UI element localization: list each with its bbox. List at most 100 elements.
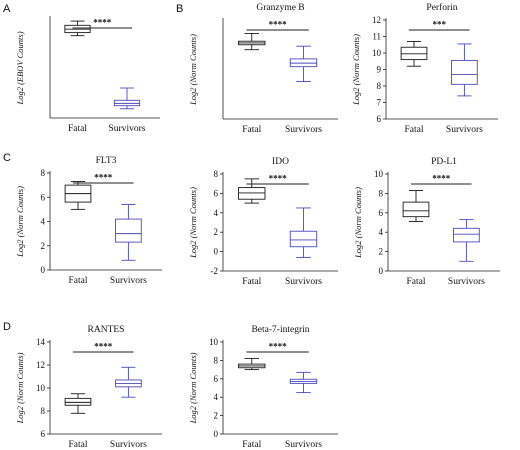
box-fatal bbox=[402, 190, 430, 222]
y-tick-label: 6 bbox=[377, 114, 382, 124]
chart-ebov: Log2 (EBOV Counts) Fatal Survivors **** bbox=[15, 16, 160, 134]
y-tick-label: 6 bbox=[214, 188, 219, 198]
y-axis-label: Log2 (Norm Counts) bbox=[188, 352, 198, 424]
iqr-box bbox=[289, 230, 318, 248]
chart-granzyme: Log2 (Norm Counts) Granzyme B Fatal Survivo… bbox=[188, 3, 338, 135]
significance-label: **** bbox=[269, 342, 288, 352]
y-tick-label: 4 bbox=[214, 392, 219, 402]
y-tick-label: 10 bbox=[372, 48, 382, 58]
y-tick-label: 8 bbox=[379, 188, 384, 198]
category-label: Fatal bbox=[69, 440, 88, 450]
iqr-box bbox=[451, 59, 478, 85]
y-tick-label: 4 bbox=[379, 227, 384, 237]
chart-perforin: 6 7 8 9 10 11 12 Log2 (Norm Counts) Perforin Fata… bbox=[351, 2, 498, 135]
y-tick-label: 2 bbox=[41, 241, 46, 251]
panel-label-d: D bbox=[3, 321, 11, 333]
y-tick-label: 8 bbox=[214, 169, 219, 179]
y-tick-label: 4 bbox=[214, 208, 219, 218]
significance-label: **** bbox=[269, 174, 288, 184]
chart-ido: -2 0 2 4 6 8 Log2 (Norm Counts) IDO Fatal Survivo… bbox=[188, 157, 338, 287]
panel-label-a: A bbox=[3, 3, 11, 15]
box-survivors bbox=[289, 207, 318, 258]
category-label: Survivors bbox=[446, 125, 483, 135]
significance-label: **** bbox=[269, 20, 288, 30]
category-label: Survivors bbox=[110, 276, 147, 286]
plots-layer: Log2 (EBOV Counts)Fatal Survivors****Log2… bbox=[15, 2, 500, 450]
y-tick-label: -2 bbox=[211, 266, 219, 276]
y-tick-label: 2 bbox=[214, 411, 219, 421]
category-label: Fatal bbox=[242, 440, 261, 450]
y-tick-label: 2 bbox=[379, 247, 384, 257]
box-survivors bbox=[289, 45, 318, 82]
y-tick-label: 0 bbox=[214, 247, 219, 257]
significance-label: **** bbox=[94, 173, 113, 183]
chart-title: FLT3 bbox=[96, 156, 117, 166]
chart-title: PD-L1 bbox=[431, 157, 457, 167]
y-axis-label: Log2 (EBOV Counts) bbox=[15, 31, 25, 105]
category-label: Fatal bbox=[405, 125, 424, 135]
significance-label: **** bbox=[93, 18, 112, 28]
box-survivors bbox=[113, 87, 141, 110]
category-label: Survivors bbox=[285, 125, 322, 135]
significance-label: **** bbox=[94, 342, 113, 352]
box-survivors bbox=[115, 204, 142, 261]
chart-flt3: 0 2 4 6 8 Log2 (Norm Counts) FLT3 Fatal Survivor… bbox=[15, 156, 162, 286]
y-tick-label: 11 bbox=[372, 32, 381, 42]
y-tick-label: 0 bbox=[41, 265, 46, 275]
y-tick-label: 0 bbox=[214, 429, 219, 439]
category-label: Survivors bbox=[110, 440, 147, 450]
y-axis-label: Log2 (Norm Counts) bbox=[351, 34, 361, 106]
chart-title: Perforin bbox=[426, 2, 457, 13]
y-axis-label: Log2 (Norm Counts) bbox=[188, 187, 198, 259]
box-survivors bbox=[453, 219, 480, 262]
y-tick-label: 6 bbox=[41, 192, 46, 202]
y-tick-label: 8 bbox=[41, 168, 46, 178]
category-label: Fatal bbox=[68, 124, 87, 134]
y-tick-label: 0 bbox=[379, 266, 384, 276]
chart-rantes: 6 8 10 12 14 Log2 (Norm Counts) RANTES Fatal Sur… bbox=[15, 325, 162, 450]
iqr-box bbox=[64, 397, 92, 406]
iqr-box bbox=[238, 187, 266, 200]
panel-label-b: B bbox=[176, 3, 183, 15]
y-tick-label: 8 bbox=[214, 355, 219, 365]
box-survivors bbox=[115, 366, 142, 398]
y-tick-label: 10 bbox=[36, 383, 46, 393]
y-tick-label: 10 bbox=[209, 337, 219, 347]
y-tick-label: 12 bbox=[36, 360, 45, 370]
y-axis-label: Log2 (Norm Counts) bbox=[15, 186, 25, 258]
y-tick-label: 7 bbox=[377, 98, 382, 108]
y-axis-label: Log2 (Norm Counts) bbox=[353, 187, 363, 259]
category-label: Survivors bbox=[109, 124, 146, 134]
chart-title: Granzyme B bbox=[256, 3, 304, 13]
box-fatal bbox=[64, 181, 92, 210]
chart-pdl1: 0 2 4 6 8 10 Log2 (Norm Counts) PD-L1 Fatal Survi… bbox=[353, 157, 500, 287]
y-tick-label: 9 bbox=[377, 65, 382, 75]
y-tick-label: 8 bbox=[377, 81, 382, 91]
y-tick-label: 6 bbox=[214, 374, 219, 384]
category-label: Survivors bbox=[285, 277, 322, 287]
category-label: Survivors bbox=[285, 440, 322, 450]
box-fatal bbox=[238, 358, 266, 371]
iqr-box bbox=[402, 201, 430, 218]
category-label: Fatal bbox=[242, 125, 261, 135]
category-label: Fatal bbox=[242, 277, 261, 287]
y-tick-label: 12 bbox=[372, 15, 381, 25]
box-fatal bbox=[64, 393, 92, 414]
y-tick-label: 14 bbox=[36, 337, 46, 347]
chart-beta7: 0 2 4 6 8 10 Log2 (Norm Counts) Beta-7-integrin… bbox=[188, 325, 338, 450]
chart-title: RANTES bbox=[88, 325, 125, 335]
y-tick-label: 10 bbox=[374, 169, 384, 179]
chart-title: Beta-7-integrin bbox=[251, 325, 309, 335]
box-fatal bbox=[400, 41, 428, 67]
y-tick-label: 4 bbox=[41, 217, 46, 227]
significance-label: **** bbox=[432, 174, 451, 184]
category-label: Fatal bbox=[69, 276, 88, 286]
iqr-box bbox=[115, 218, 142, 243]
box-fatal bbox=[238, 32, 266, 51]
box-survivors bbox=[289, 371, 318, 394]
y-axis-label: Log2 (Norm Counts) bbox=[188, 34, 198, 106]
category-label: Survivors bbox=[448, 277, 485, 287]
box-fatal bbox=[64, 20, 91, 37]
y-axis-label: Log2 (Norm Counts) bbox=[15, 352, 25, 424]
